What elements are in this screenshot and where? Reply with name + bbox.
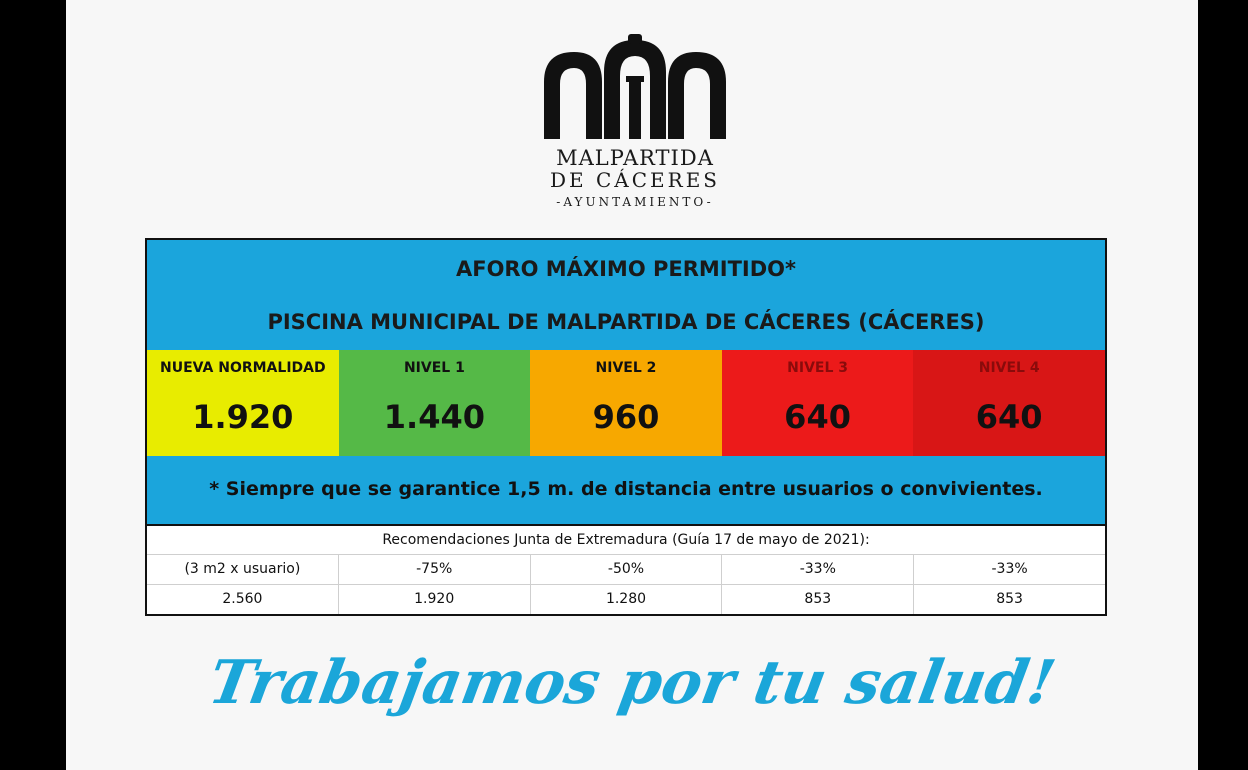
- logo-text-malpartida: MALPARTIDA: [556, 146, 714, 170]
- level-cell-nivel-2: NIVEL 2 960: [530, 350, 722, 456]
- level-value: 1.920: [192, 398, 294, 436]
- arches-emblem-icon: [544, 34, 726, 139]
- level-value: 960: [592, 398, 660, 436]
- level-value: 640: [784, 398, 851, 436]
- level-name: NIVEL 1: [403, 360, 465, 376]
- logo-text-ayuntamiento: -AYUNTAMIENTO-: [556, 195, 714, 209]
- table-cell: 853: [722, 585, 915, 614]
- municipal-logo: MALPARTIDA DE CÁCERES -AYUNTAMIENTO-: [540, 34, 730, 214]
- levels-row: NUEVA NORMALIDAD 1.920 NIVEL 1 1.440 NIV…: [147, 350, 1105, 456]
- level-cell-nivel-3: NIVEL 3 640: [721, 350, 914, 456]
- table-cell: 2.560: [147, 585, 339, 614]
- level-name: NIVEL 4: [978, 360, 1040, 376]
- table-title: AFORO MÁXIMO PERMITIDO*: [455, 257, 797, 281]
- distance-note: * Siempre que se garantice 1,5 m. de dis…: [209, 478, 1043, 500]
- table-row: (3 m2 x usuario) -75% -50% -33% -33%: [147, 555, 1105, 585]
- poster: MALPARTIDA DE CÁCERES -AYUNTAMIENTO- AFO…: [66, 0, 1198, 770]
- logo-text-de-caceres: DE CÁCERES: [550, 168, 720, 192]
- level-name: NIVEL 3: [787, 360, 849, 376]
- level-value: 1.440: [383, 398, 485, 436]
- level-name: NUEVA NORMALIDAD: [159, 360, 326, 376]
- table-subtitle: PISCINA MUNICIPAL DE MALPARTIDA DE CÁCER…: [267, 310, 985, 334]
- slogan: Trabajamos por tu salud!: [203, 648, 1061, 718]
- table-cell: -33%: [722, 555, 915, 584]
- table-header-band: AFORO MÁXIMO PERMITIDO* PISCINA MUNICIPA…: [147, 240, 1105, 350]
- table-row: 2.560 1.920 1.280 853 853: [147, 585, 1105, 614]
- level-name: NIVEL 2: [595, 360, 657, 376]
- table-cell: 853: [996, 591, 1023, 607]
- distance-note-band: * Siempre que se garantice 1,5 m. de dis…: [147, 456, 1105, 526]
- recommendations-title: Recomendaciones Junta de Extremadura (Gu…: [147, 526, 1105, 555]
- level-cell-nueva-normalidad: NUEVA NORMALIDAD 1.920: [147, 350, 339, 456]
- table-cell: 1.280: [531, 585, 723, 614]
- level-cell-nivel-4: NIVEL 4 640: [913, 350, 1105, 456]
- table-cell: -50%: [531, 555, 723, 584]
- capacity-table: AFORO MÁXIMO PERMITIDO* PISCINA MUNICIPA…: [145, 238, 1107, 616]
- recommendations-section: Recomendaciones Junta de Extremadura (Gu…: [147, 526, 1105, 614]
- table-cell: -33%: [991, 561, 1028, 577]
- table-cell: 1.920: [339, 585, 531, 614]
- level-cell-nivel-1: NIVEL 1 1.440: [338, 350, 531, 456]
- table-cell: -75%: [339, 555, 531, 584]
- level-value: 640: [975, 398, 1043, 436]
- table-cell: (3 m2 x usuario): [147, 555, 339, 584]
